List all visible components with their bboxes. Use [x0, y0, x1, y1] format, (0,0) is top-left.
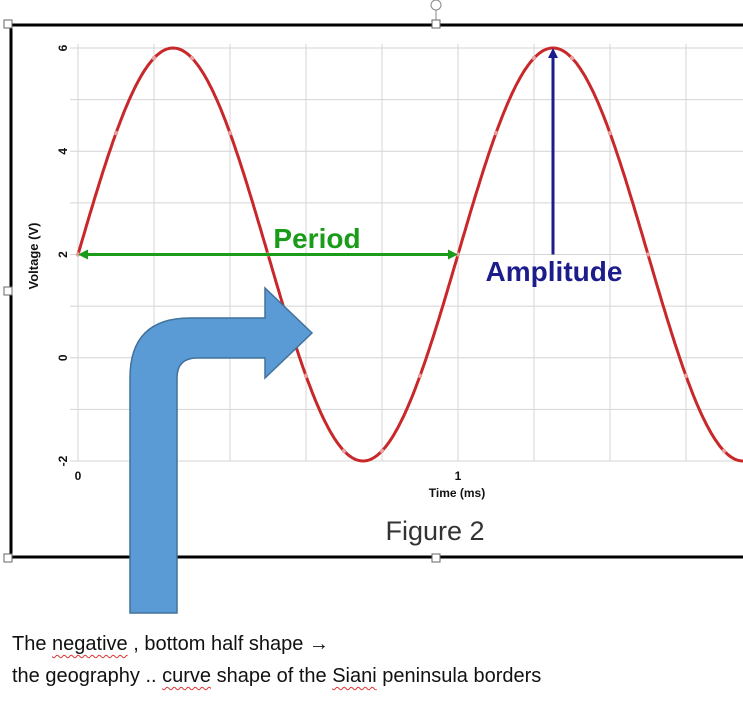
- period-arrowhead-right: [448, 249, 458, 260]
- x-axis-label: Time (ms): [429, 486, 485, 500]
- caption-text: shape of the: [211, 665, 333, 687]
- series-point: [417, 373, 423, 379]
- y-tick-label: 6: [56, 44, 70, 51]
- series-point: [151, 55, 157, 61]
- amplitude-label: Amplitude: [486, 256, 623, 287]
- handle-top-center[interactable]: [431, 19, 441, 29]
- figure-label: Figure 2: [385, 516, 484, 546]
- period-annotation: Period: [78, 223, 458, 260]
- handle-bottom-left[interactable]: [3, 553, 13, 563]
- caption-text: peninsula borders: [376, 665, 542, 687]
- series-point: [683, 373, 689, 379]
- amplitude-annotation: Amplitude: [486, 48, 623, 287]
- caption-text: the geography ..: [12, 665, 163, 687]
- series-line-voltage: [76, 46, 743, 463]
- y-tick-label: 2: [56, 251, 70, 258]
- selection-handles: [3, 0, 442, 563]
- handle-bottom-center[interactable]: [431, 553, 441, 563]
- series-point: [531, 55, 537, 61]
- period-label: Period: [273, 223, 360, 254]
- series-point: [303, 373, 309, 379]
- rotate-handle-icon[interactable]: [430, 0, 442, 11]
- series-point: [189, 55, 195, 61]
- series-point: [645, 252, 651, 257]
- y-tick-label: 4: [56, 148, 70, 155]
- caption-line-2: the geography .. curve shape of the Sian…: [12, 665, 541, 688]
- period-arrowhead-left: [78, 249, 88, 260]
- y-tick-labels: 6 4 2 0 -2: [56, 44, 70, 466]
- caption-spellcheck-word[interactable]: Siani: [332, 665, 377, 687]
- x-tick-label: 0: [75, 469, 82, 483]
- handle-top-left[interactable]: [3, 19, 13, 29]
- bent-arrow-shape[interactable]: [129, 286, 314, 614]
- y-axis-label: Voltage (V): [26, 223, 41, 290]
- chart-frame: [9, 23, 743, 559]
- amplitude-arrowhead: [548, 48, 558, 58]
- caption-line-1: The negative , bottom half shape →: [12, 633, 329, 656]
- series-point: [607, 130, 613, 136]
- y-tick-label: -2: [56, 455, 70, 466]
- series-point: [227, 130, 233, 136]
- series-point: [341, 448, 347, 454]
- series-point: [493, 130, 499, 136]
- series-point: [113, 130, 119, 136]
- caption-spellcheck-word[interactable]: curve: [162, 665, 212, 687]
- y-tick-label: 0: [56, 354, 70, 361]
- caption-text: , bottom half shape →: [127, 633, 329, 655]
- series-point: [379, 448, 385, 454]
- handle-middle-left[interactable]: [3, 286, 13, 296]
- x-tick-label: 1: [455, 469, 462, 483]
- series-point: [569, 55, 575, 61]
- caption-text: The: [12, 633, 53, 655]
- series-point: [721, 448, 727, 454]
- caption-spellcheck-word[interactable]: negative: [52, 633, 128, 655]
